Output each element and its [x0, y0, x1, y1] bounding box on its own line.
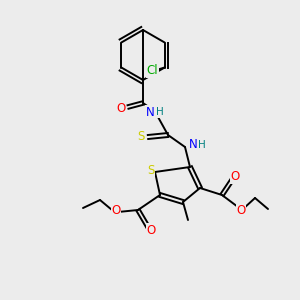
Text: O: O	[236, 203, 246, 217]
Text: H: H	[156, 107, 164, 117]
Text: H: H	[198, 140, 206, 150]
Text: N: N	[146, 106, 154, 118]
Text: O: O	[116, 103, 126, 116]
Text: O: O	[111, 203, 121, 217]
Text: O: O	[146, 224, 156, 236]
Text: N: N	[189, 139, 197, 152]
Text: Cl: Cl	[147, 64, 158, 77]
Text: O: O	[230, 170, 240, 184]
Text: S: S	[147, 164, 155, 176]
Text: S: S	[137, 130, 145, 143]
